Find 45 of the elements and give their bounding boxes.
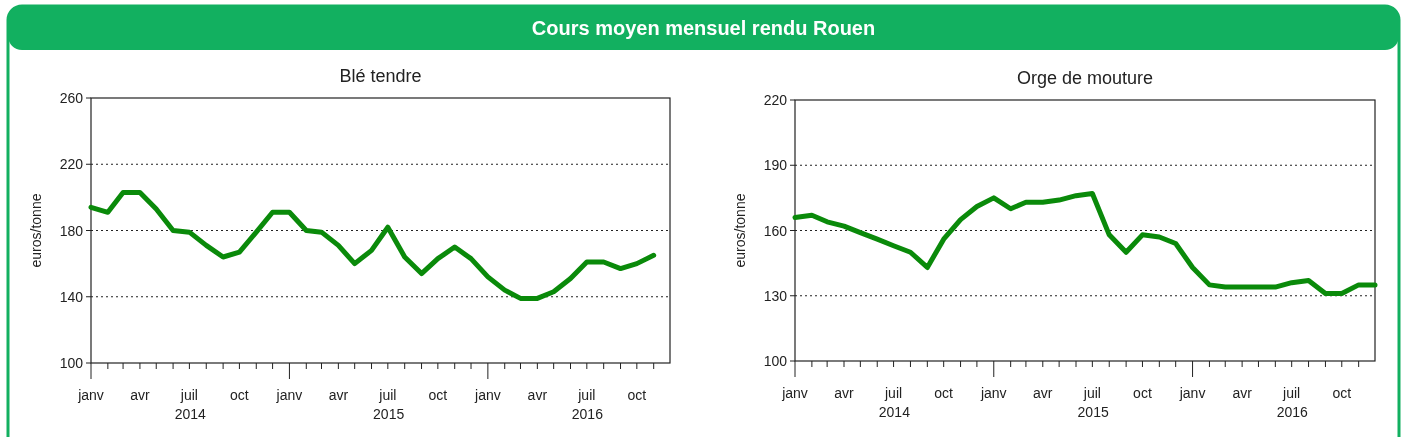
x-tick-label: oct <box>1133 385 1152 401</box>
x-tick-label: avr <box>328 387 349 403</box>
text: 2016 <box>1276 404 1308 420</box>
x-tick-label: janv <box>474 387 501 403</box>
y-axis-title: euros/tonne <box>732 193 748 268</box>
y-tick-label: 160 <box>763 222 788 239</box>
x-tick-label: oct <box>230 387 249 403</box>
x-tick-label: juil <box>1082 385 1101 401</box>
chart-title: Orge de mouture <box>1016 68 1154 88</box>
y-tick-label: 260 <box>59 90 84 106</box>
x-tick-label: juil <box>378 387 397 403</box>
x-tick-label: juil <box>1282 385 1301 401</box>
y-tick-label: 190 <box>763 157 788 174</box>
y-tick-label: 220 <box>763 92 788 108</box>
x-tick-label: avr <box>527 387 548 403</box>
x-tick-label: avr <box>130 387 150 403</box>
x-tick-label: avr <box>834 385 855 401</box>
text: Cours moyen mensuel rendu Rouen <box>531 17 876 39</box>
y-tick-label: 140 <box>59 288 84 305</box>
x-tick-label: juil <box>577 387 596 403</box>
text: 2015 <box>373 406 405 422</box>
x-tick-label: janv <box>77 387 104 403</box>
x-tick-label: juil <box>179 387 198 403</box>
y-tick-label: 220 <box>59 156 84 173</box>
x-tick-label: oct <box>1332 385 1352 401</box>
x-tick-label: oct <box>428 387 448 403</box>
y-axis-title: euros/tonne <box>28 193 44 268</box>
x-tick-label: oct <box>934 385 954 401</box>
y-tick-label: 130 <box>763 287 788 304</box>
text: 2015 <box>1077 404 1109 420</box>
y-tick-label: 180 <box>59 222 84 239</box>
text: 2014 <box>174 406 206 422</box>
x-tick-label: oct <box>627 387 647 403</box>
y-tick-label: 100 <box>763 353 788 369</box>
x-tick-label: janv <box>781 385 808 401</box>
text: 2016 <box>571 406 604 422</box>
x-tick-label: juil <box>884 385 903 401</box>
chart-title: Blé tendre <box>339 66 422 86</box>
x-tick-label: avr <box>1232 385 1253 401</box>
x-tick-label: avr <box>1033 385 1053 401</box>
x-tick-label: janv <box>275 387 303 403</box>
text: 2014 <box>878 404 911 420</box>
x-tick-label: janv <box>979 385 1007 401</box>
x-tick-label: janv <box>1178 385 1206 401</box>
y-tick-label: 100 <box>59 355 84 371</box>
